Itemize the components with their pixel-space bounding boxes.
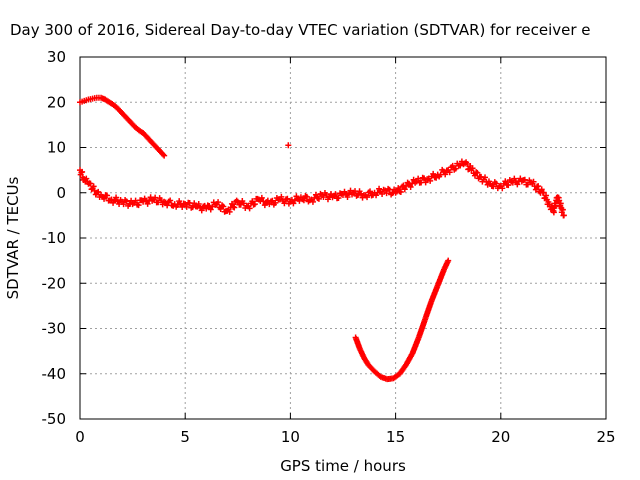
data-trace-segment (257, 194, 271, 209)
data-trace-segment (152, 194, 166, 208)
series-early-high-arc (77, 94, 168, 159)
y-tick-label: 0 (56, 184, 66, 202)
data-trace-segment (133, 124, 141, 133)
x-tick-label: 25 (596, 428, 615, 446)
data-trace-segment (131, 197, 145, 209)
data-trace-segment (194, 200, 208, 214)
data-trace-segment (107, 100, 116, 108)
data-point (445, 257, 452, 264)
data-point (560, 212, 567, 219)
data-trace-segment (115, 106, 125, 115)
data-trace-segment (404, 176, 419, 190)
data-trace-segment (141, 131, 150, 140)
data-trace-segment (397, 362, 409, 376)
x-tick-label: 0 (75, 428, 85, 446)
data-trace-segment (309, 190, 324, 205)
data-point (161, 152, 168, 159)
data-trace-segment (103, 97, 112, 105)
data-trace-segment (330, 190, 345, 202)
x-tick-label: 15 (386, 428, 405, 446)
data-trace-segment (341, 187, 356, 201)
y-tick-label: 10 (47, 139, 66, 157)
x-axis-label: GPS time / hours (280, 457, 406, 475)
data-trace-segment (183, 199, 198, 211)
data-trace-segment (362, 188, 377, 201)
data-trace-segment (435, 268, 447, 288)
data-trace-segment (141, 194, 156, 207)
data-trace-segment (403, 351, 415, 367)
data-trace-segment (162, 197, 177, 209)
data-trace-segment (158, 149, 167, 158)
series-low-dip-arc (352, 257, 452, 383)
data-trace-segment (366, 362, 377, 374)
data-point (203, 205, 210, 212)
data-trace-segment (463, 159, 474, 173)
y-tick-label: -20 (42, 274, 67, 292)
data-trace-segment (153, 144, 162, 153)
y-tick-label: -30 (42, 320, 67, 338)
data-trace-segment (555, 194, 567, 219)
data-trace-segment (422, 299, 434, 321)
data-trace-segment (446, 160, 461, 176)
data-point (140, 198, 147, 205)
data-trace-segment (90, 183, 99, 198)
data-trace-segment (99, 192, 114, 204)
data-trace-segment (428, 283, 441, 303)
data-trace-segment (379, 374, 389, 382)
data-trace-segment (478, 173, 492, 188)
data-point (285, 142, 292, 149)
data-trace-segment (499, 176, 513, 192)
data-trace-segment (145, 135, 154, 144)
y-axis-label: SDTVAR / TECUs (4, 176, 22, 299)
data-trace-segment (204, 199, 219, 213)
data-trace-segment (278, 193, 292, 207)
data-trace-segment (86, 180, 95, 193)
y-tick-label: -50 (42, 410, 67, 428)
data-trace-segment (372, 369, 383, 379)
plot-frame (79, 56, 607, 420)
x-tick-label: 10 (281, 428, 300, 446)
data-trace-segment (509, 175, 524, 188)
tick-layer: 0 5 10 15 20 25 -50 -40 -30 -20 -10 0 10 20 30 (42, 48, 616, 446)
series-isolated-point (285, 142, 292, 149)
data-trace-segment (99, 95, 107, 102)
data-trace-segment (410, 335, 422, 355)
data-trace-segment (95, 188, 103, 200)
data-trace-segment (425, 170, 440, 184)
data-trace-segment (82, 175, 91, 186)
y-tick-label: 20 (47, 93, 66, 111)
data-trace-segment (415, 174, 429, 186)
chart-title: Day 300 of 2016, Sidereal Day-to-day VTE… (10, 21, 591, 39)
data-trace-segment (120, 196, 135, 209)
data-trace-segment (110, 194, 124, 207)
data-trace-segment (457, 158, 467, 169)
y-tick-label: 30 (47, 48, 66, 66)
data-trace-segment (288, 193, 303, 207)
data-trace-segment (385, 375, 395, 382)
grid-layer (80, 57, 606, 419)
data-trace-segment (120, 111, 129, 120)
data-marks (77, 94, 567, 383)
x-tick-label: 20 (491, 428, 510, 446)
y-tick-label: -40 (42, 365, 67, 383)
data-trace-segment (416, 317, 428, 340)
data-trace-segment (361, 356, 371, 367)
y-tick-label: -10 (42, 229, 67, 247)
data-trace-segment (391, 371, 402, 381)
data-trace-segment (137, 128, 145, 136)
data-point (403, 182, 410, 189)
data-trace-segment (352, 188, 366, 201)
data-trace-segment (383, 185, 398, 198)
data-trace-segment (128, 120, 137, 129)
data-trace-segment (320, 189, 334, 203)
series-main-band (77, 158, 567, 219)
data-trace-segment (469, 165, 482, 182)
data-trace-segment (112, 103, 120, 111)
data-trace-segment (124, 115, 133, 125)
x-tick-label: 5 (180, 428, 190, 446)
data-trace-segment (149, 140, 158, 149)
